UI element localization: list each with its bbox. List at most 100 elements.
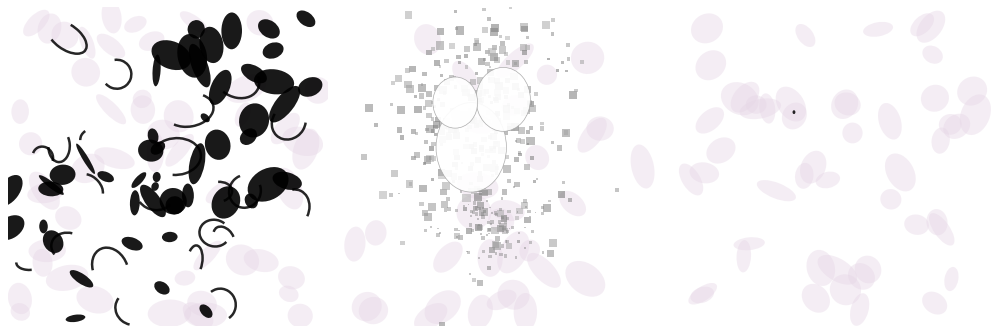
Bar (543, 204, 551, 212)
Ellipse shape (8, 283, 32, 314)
Bar (562, 129, 570, 137)
Ellipse shape (148, 129, 158, 144)
Bar (487, 228, 491, 232)
Bar (495, 235, 500, 241)
Bar (512, 60, 519, 67)
Bar (464, 54, 468, 58)
Bar (461, 162, 463, 165)
Bar (438, 169, 445, 176)
Bar (435, 117, 441, 122)
Bar (495, 213, 498, 216)
Bar (509, 228, 510, 229)
Bar (470, 117, 477, 124)
Ellipse shape (740, 99, 781, 119)
Bar (414, 106, 422, 113)
Ellipse shape (929, 213, 954, 246)
Bar (487, 69, 494, 76)
Bar (481, 236, 485, 240)
Bar (564, 130, 568, 135)
Bar (499, 46, 506, 54)
Bar (521, 110, 527, 116)
Ellipse shape (139, 31, 164, 51)
Ellipse shape (297, 10, 315, 27)
Bar (400, 241, 405, 245)
Bar (440, 102, 445, 107)
Bar (526, 130, 530, 134)
Ellipse shape (146, 133, 164, 172)
Ellipse shape (490, 200, 525, 221)
Bar (492, 45, 497, 50)
Bar (464, 46, 470, 52)
Ellipse shape (757, 180, 796, 201)
Ellipse shape (282, 127, 323, 156)
Ellipse shape (46, 265, 88, 291)
Bar (485, 149, 489, 153)
Bar (514, 181, 520, 187)
Bar (441, 201, 448, 208)
Bar (465, 65, 468, 69)
Bar (470, 210, 473, 213)
Bar (443, 119, 448, 123)
Ellipse shape (818, 255, 857, 285)
Ellipse shape (910, 13, 934, 36)
Bar (551, 18, 555, 22)
Bar (478, 58, 485, 65)
Bar (490, 148, 493, 151)
Ellipse shape (166, 196, 184, 214)
Ellipse shape (795, 163, 814, 189)
Bar (512, 83, 519, 90)
Bar (524, 165, 530, 170)
Bar (454, 10, 457, 13)
Ellipse shape (154, 281, 170, 295)
Bar (397, 127, 402, 133)
Bar (513, 186, 515, 188)
Bar (419, 93, 424, 99)
Bar (542, 21, 550, 29)
Bar (423, 106, 426, 110)
Bar (489, 247, 495, 253)
Ellipse shape (806, 250, 835, 286)
Bar (479, 208, 488, 216)
Ellipse shape (878, 103, 902, 140)
Ellipse shape (239, 103, 269, 138)
Bar (452, 118, 459, 125)
Bar (500, 2, 503, 4)
Ellipse shape (279, 286, 299, 302)
Bar (478, 97, 484, 103)
Bar (479, 118, 484, 123)
Bar (493, 97, 498, 101)
Bar (468, 116, 475, 123)
Bar (480, 89, 486, 96)
Ellipse shape (78, 27, 96, 59)
Bar (504, 52, 508, 56)
Bar (451, 114, 456, 118)
Bar (481, 215, 485, 219)
Bar (503, 88, 509, 94)
Bar (488, 135, 492, 139)
Ellipse shape (850, 293, 869, 326)
Bar (473, 206, 478, 211)
Bar (446, 132, 451, 137)
Bar (518, 151, 521, 154)
Bar (486, 234, 488, 236)
Bar (478, 171, 482, 176)
Bar (450, 108, 455, 113)
Ellipse shape (70, 270, 93, 287)
Ellipse shape (944, 267, 959, 291)
Ellipse shape (939, 114, 962, 135)
Bar (499, 223, 507, 231)
Ellipse shape (97, 171, 114, 182)
Bar (488, 77, 490, 80)
Bar (454, 127, 459, 132)
Bar (530, 156, 534, 160)
Bar (453, 110, 460, 117)
Bar (424, 140, 428, 144)
Bar (504, 220, 507, 224)
Bar (490, 114, 495, 118)
Ellipse shape (66, 314, 85, 322)
Bar (526, 37, 529, 39)
Bar (497, 118, 501, 122)
Ellipse shape (527, 253, 561, 288)
Bar (515, 216, 519, 220)
Bar (409, 66, 416, 72)
